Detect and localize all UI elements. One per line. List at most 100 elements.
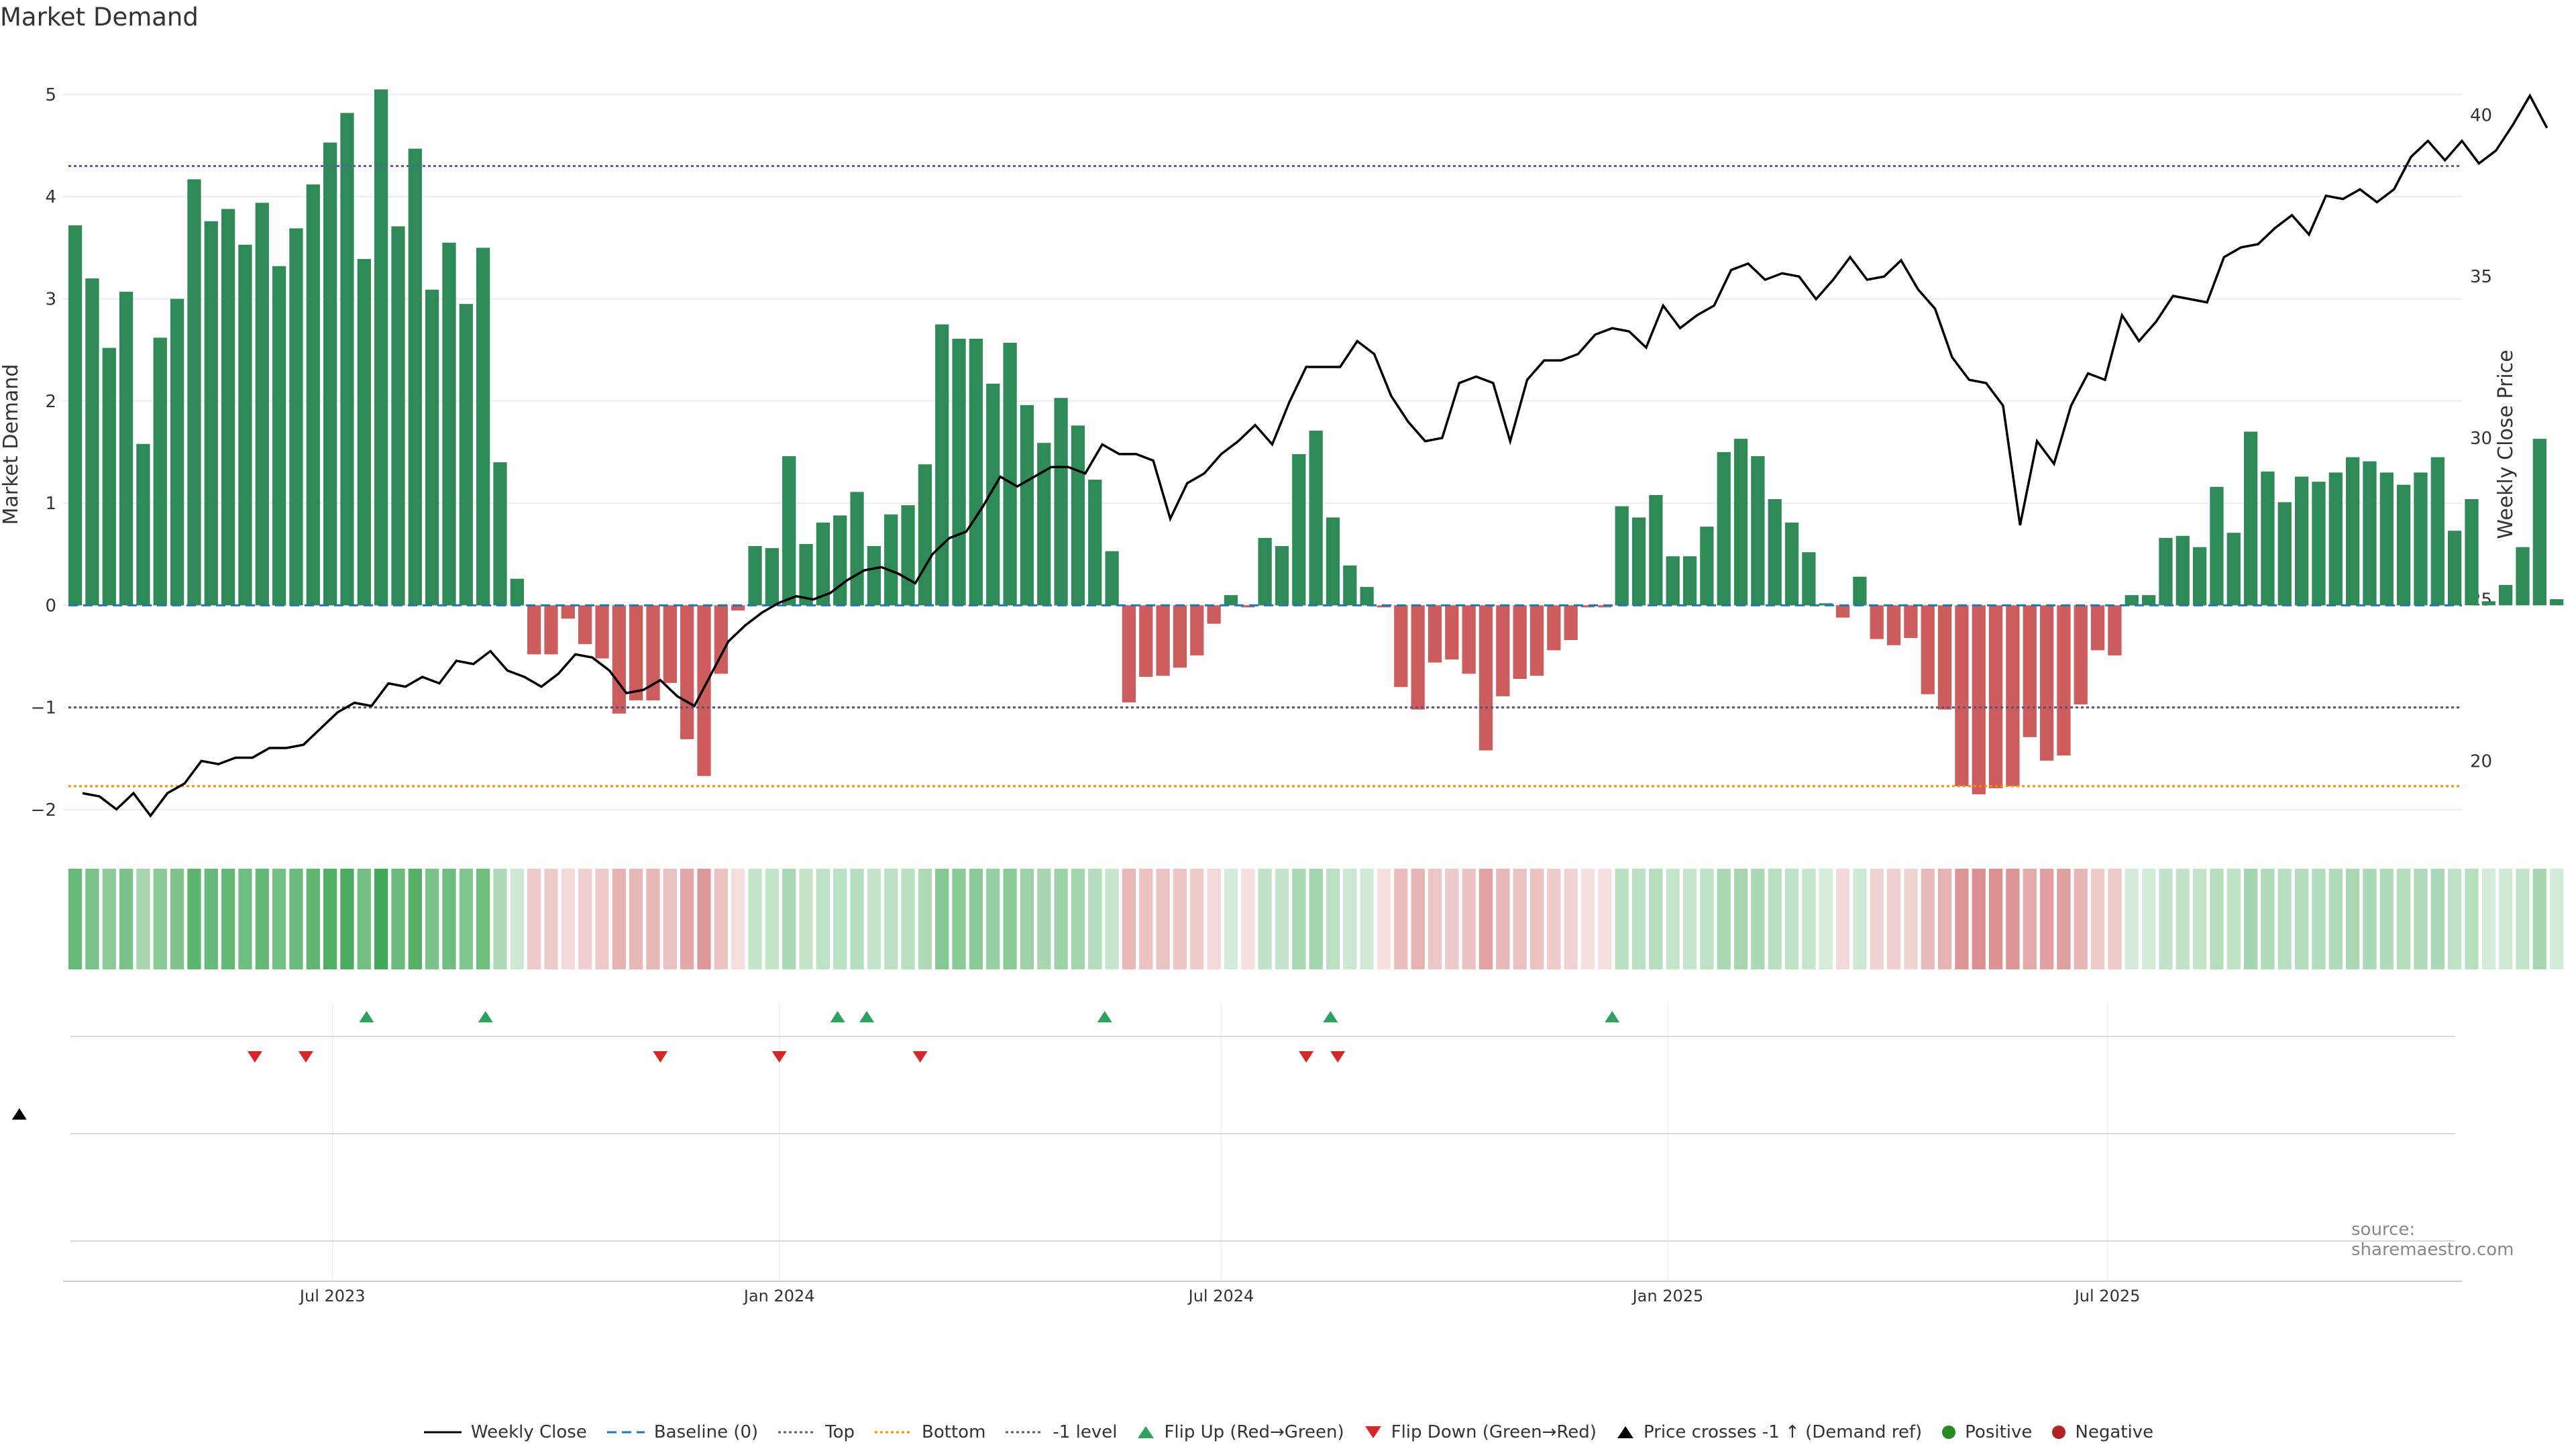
demand-bar bbox=[1394, 605, 1408, 688]
intensity-cell bbox=[1615, 869, 1629, 969]
demand-bar bbox=[255, 203, 269, 606]
demand-bar bbox=[408, 148, 422, 606]
demand-bar bbox=[765, 548, 780, 606]
demand-bar bbox=[731, 605, 745, 610]
intensity-cell bbox=[2363, 869, 2377, 969]
demand-bar bbox=[493, 462, 507, 606]
intensity-cell bbox=[663, 869, 677, 969]
demand-bar bbox=[2396, 484, 2411, 606]
intensity-cell bbox=[918, 869, 932, 969]
demand-bar bbox=[2141, 595, 2156, 606]
demand-bar bbox=[646, 605, 660, 700]
x-tick-label: Jul 2024 bbox=[1187, 1287, 1254, 1305]
demand-bar bbox=[153, 337, 167, 606]
y2-tick-label: 30 bbox=[2470, 429, 2492, 449]
demand-bar bbox=[2481, 601, 2496, 606]
intensity-cell bbox=[765, 869, 780, 969]
demand-bar bbox=[1496, 605, 1510, 696]
intensity-cell bbox=[629, 869, 643, 969]
intensity-cell bbox=[714, 869, 729, 969]
intensity-cell bbox=[935, 869, 949, 969]
intensity-cell bbox=[1700, 869, 1714, 969]
intensity-cell bbox=[1784, 869, 1799, 969]
source-note: source: sharemaestro.com bbox=[2351, 1220, 2514, 1260]
demand-bar bbox=[2125, 595, 2139, 606]
demand-bar bbox=[2516, 547, 2530, 606]
demand-bar bbox=[1173, 605, 1187, 668]
demand-bar bbox=[986, 383, 1000, 606]
intensity-cell bbox=[1190, 869, 1204, 969]
x-tick-label: Jan 2024 bbox=[743, 1287, 815, 1305]
demand-bar bbox=[1377, 605, 1391, 608]
demand-bar bbox=[799, 543, 813, 606]
intensity-cell bbox=[1003, 869, 1017, 969]
legend-item-flip-down: Flip Down (Green→Red) bbox=[1363, 1422, 1597, 1442]
demand-bar bbox=[680, 605, 694, 739]
legend-label: Price crosses -1 ↑ (Demand ref) bbox=[1643, 1422, 1923, 1442]
intensity-cell bbox=[1292, 869, 1306, 969]
demand-bar bbox=[170, 299, 184, 606]
intensity-cell bbox=[2243, 869, 2258, 969]
demand-bar bbox=[1682, 556, 1697, 606]
demand-bar bbox=[1835, 605, 1850, 618]
demand-bar bbox=[2363, 461, 2377, 606]
intensity-cell bbox=[2090, 869, 2105, 969]
intensity-cell bbox=[2532, 869, 2546, 969]
demand-bar bbox=[1241, 605, 1255, 608]
intensity-cell bbox=[799, 869, 813, 969]
y2-axis-title: Weekly Close Price bbox=[2494, 350, 2518, 539]
demand-bar bbox=[136, 443, 150, 606]
demand-bar bbox=[595, 605, 609, 659]
legend-item-baseline: Baseline (0) bbox=[606, 1422, 758, 1442]
legend-item-negative: Negative bbox=[2051, 1422, 2153, 1442]
dashed-line-icon bbox=[606, 1431, 645, 1434]
demand-bar bbox=[1988, 605, 2003, 788]
intensity-cell bbox=[1275, 869, 1289, 969]
demand-bar bbox=[2243, 431, 2258, 606]
demand-bar bbox=[119, 291, 133, 606]
intensity-cell bbox=[255, 869, 269, 969]
intensity-cell bbox=[1649, 869, 1663, 969]
circle-icon bbox=[2052, 1426, 2066, 1439]
demand-bar bbox=[1071, 425, 1085, 606]
intensity-cell bbox=[1937, 869, 1952, 969]
legend-label: Flip Up (Red→Green) bbox=[1164, 1422, 1344, 1442]
demand-bar bbox=[1529, 605, 1544, 676]
y-tick-label: 3 bbox=[45, 289, 56, 309]
intensity-cell bbox=[119, 869, 133, 969]
legend-label: Baseline (0) bbox=[653, 1422, 759, 1442]
intensity-cell bbox=[2006, 869, 2020, 969]
intensity-cell bbox=[2430, 869, 2445, 969]
dotted-line-icon bbox=[1006, 1431, 1044, 1434]
intensity-cell bbox=[1224, 869, 1238, 969]
flip-down-marker bbox=[298, 1051, 313, 1063]
intensity-cell bbox=[2328, 869, 2343, 969]
intensity-cell bbox=[1870, 869, 1884, 969]
intensity-cell bbox=[1360, 869, 1374, 969]
demand-bar bbox=[1547, 605, 1561, 651]
legend-label: -1 level bbox=[1053, 1422, 1118, 1442]
demand-bar bbox=[391, 226, 405, 606]
intensity-cell bbox=[493, 869, 507, 969]
triangle-up-icon bbox=[1138, 1426, 1155, 1438]
demand-bar bbox=[1700, 527, 1714, 606]
demand-bar bbox=[1258, 537, 1272, 606]
intensity-cell bbox=[425, 869, 439, 969]
intensity-cell bbox=[1207, 869, 1221, 969]
demand-bar bbox=[1631, 517, 1646, 606]
intensity-cell bbox=[2159, 869, 2173, 969]
solid-line-icon bbox=[423, 1431, 462, 1434]
intensity-cell bbox=[1377, 869, 1391, 969]
triangle-down-icon bbox=[1364, 1426, 1381, 1438]
flip-down-marker bbox=[771, 1051, 787, 1063]
demand-bar bbox=[748, 546, 762, 606]
demand-bar bbox=[697, 605, 711, 776]
intensity-cell bbox=[1156, 869, 1170, 969]
intensity-cell bbox=[306, 869, 320, 969]
intensity-cell bbox=[1682, 869, 1697, 969]
demand-bar bbox=[1802, 552, 1816, 606]
y2-tick-label: 35 bbox=[2470, 267, 2492, 287]
y-tick-label: 2 bbox=[45, 392, 56, 412]
intensity-cell bbox=[1972, 869, 1986, 969]
